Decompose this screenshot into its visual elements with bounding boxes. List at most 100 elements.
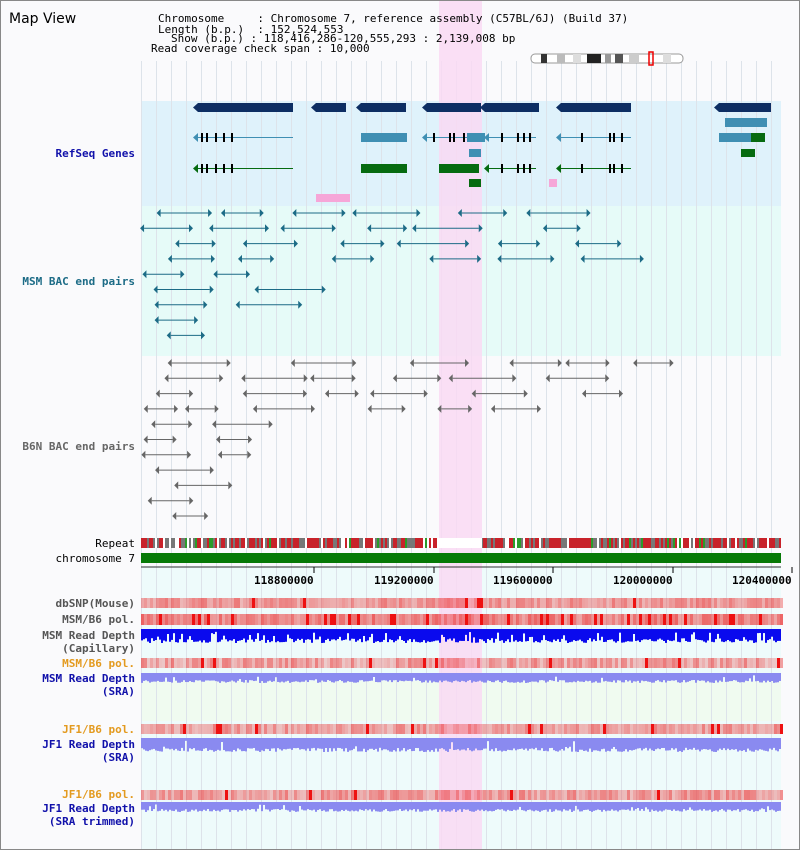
heat-cell [171, 598, 174, 608]
heat-cell [555, 724, 558, 734]
heat-cell [177, 724, 180, 734]
heat-cell [240, 724, 243, 734]
repeat-mark [321, 538, 323, 548]
depth-bar [163, 673, 165, 682]
heat-cell [465, 598, 468, 608]
track-label-jf1-depth-trim[interactable]: JF1 Read Depth [42, 802, 135, 815]
depth-bar [271, 673, 273, 682]
heat-cell [198, 598, 201, 608]
track-label-msm-b6-pol[interactable]: MSM/B6 pol. [62, 613, 135, 626]
heat-cell [450, 658, 453, 668]
heat-cell [219, 598, 222, 608]
track-label-jf1-depth-sra[interactable]: JF1 Read Depth [42, 738, 135, 751]
depth-bar [149, 629, 151, 643]
depth-bar [347, 629, 349, 634]
depth-bar [421, 629, 423, 643]
depth-bar [617, 802, 619, 812]
heat-cell [144, 790, 147, 800]
heat-cell [573, 724, 576, 734]
depth-bar [627, 802, 629, 810]
depth-bar [513, 738, 515, 749]
track-label-msm-depth-cap[interactable]: MSM Read Depth [42, 629, 135, 642]
track-label-msm-b6-pol-sra[interactable]: MSM/B6 pol. [62, 657, 135, 670]
depth-bar [291, 802, 293, 811]
heat-cell [240, 790, 243, 800]
depth-bar [485, 673, 487, 683]
heat-cell [408, 790, 411, 800]
depth-bar [707, 738, 709, 750]
heat-cell [357, 598, 360, 608]
heat-cell [408, 598, 411, 608]
bac-end-arrow [155, 466, 160, 475]
heat-cell [171, 790, 174, 800]
track-label-chromosome[interactable]: chromosome 7 [55, 552, 135, 565]
heat-cell [597, 598, 600, 608]
depth-bar [493, 738, 495, 752]
depth-bar [521, 738, 523, 749]
depth-bar [591, 673, 593, 683]
repeat-mark [605, 538, 607, 548]
depth-bar [385, 738, 387, 750]
repeat-mark [501, 538, 503, 548]
depth-bar [429, 802, 431, 810]
heat-cell [396, 658, 399, 668]
heat-cell [762, 614, 765, 625]
repeat-mark [523, 538, 525, 548]
track-label-jf1-b6-pol[interactable]: JF1/B6 pol. [62, 723, 135, 736]
depth-bar [769, 673, 771, 683]
bac-end-arrow [208, 209, 213, 217]
depth-bar [547, 629, 549, 642]
depth-bar [353, 802, 355, 812]
track-label-b6n-bac[interactable]: B6N BAC end pairs [22, 440, 135, 453]
track-label-repeat[interactable]: Repeat [95, 537, 135, 550]
heat-cell [618, 790, 621, 800]
depth-bar [645, 629, 647, 640]
depth-bar [183, 802, 185, 811]
depth-bar [723, 673, 725, 678]
heat-cell [687, 724, 690, 734]
track-label-jf1-b6-pol-2[interactable]: JF1/B6 pol. [62, 788, 135, 801]
heat-cell [585, 658, 588, 668]
track-label-dbsnp[interactable]: dbSNP(Mouse) [55, 597, 135, 610]
track-label-msm-depth-sra[interactable]: MSM Read Depth [42, 672, 135, 685]
heat-cell [450, 790, 453, 800]
heat-cell [525, 614, 528, 625]
depth-bar [347, 738, 349, 752]
depth-bar [557, 673, 559, 682]
heat-cell [216, 598, 219, 608]
bac-end-arrow [478, 224, 483, 233]
depth-bar [525, 629, 527, 642]
depth-bar [763, 802, 765, 810]
heat-cell [489, 658, 492, 668]
depth-bar [495, 673, 497, 681]
strand-arrow [193, 103, 198, 112]
heat-cell [159, 724, 162, 734]
depth-bar [699, 629, 701, 641]
depth-bar [583, 673, 585, 683]
heat-cell [510, 658, 513, 668]
bac-end-arrow [503, 209, 508, 217]
depth-bar [543, 673, 545, 681]
heat-cell [630, 790, 633, 800]
depth-bar [275, 738, 277, 752]
depth-bar [263, 802, 265, 805]
heat-cell [351, 790, 354, 800]
track-label-refseq[interactable]: RefSeq Genes [55, 147, 135, 160]
depth-bar [187, 673, 189, 683]
depth-bar [707, 673, 709, 682]
track-label-msm-bac[interactable]: MSM BAC end pairs [22, 275, 135, 288]
heat-cell [618, 598, 621, 608]
bac-end-arrow [310, 374, 315, 383]
heat-cell [753, 724, 756, 734]
depth-bar [729, 738, 731, 751]
depth-bar [499, 802, 501, 810]
heat-cell [393, 614, 396, 625]
heat-cell [222, 598, 225, 608]
depth-bar [523, 738, 525, 750]
depth-bar [437, 738, 439, 752]
gene-exon-block [361, 133, 407, 142]
repeat-mark [623, 538, 625, 548]
repeat-mark [337, 538, 339, 548]
depth-bar [521, 673, 523, 683]
